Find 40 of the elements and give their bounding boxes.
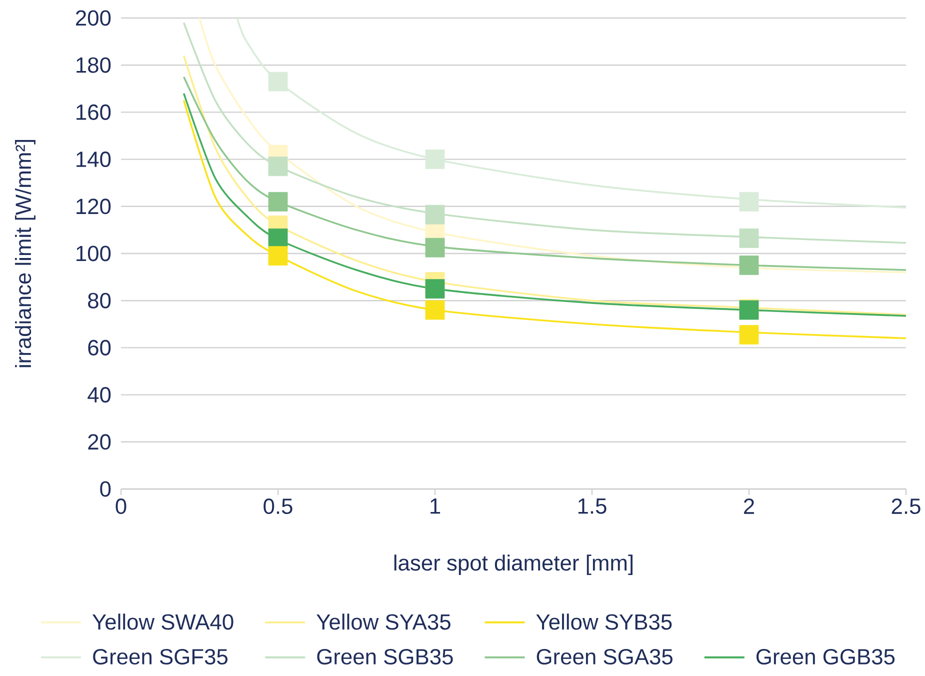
- point: [268, 72, 288, 92]
- y-tick-label: 140: [76, 152, 111, 168]
- point: [425, 238, 445, 258]
- x-tick-label: 1: [430, 498, 440, 514]
- legend-label: Green SGA35: [536, 649, 672, 665]
- legend-label: Yellow SYB35: [536, 614, 672, 630]
- x-tick-label: 0: [116, 498, 126, 514]
- y-tick-label: 180: [76, 57, 111, 73]
- legend-label: Yellow SWA40: [92, 614, 234, 630]
- y-axis-title: irradiance limit [W/mm²]: [15, 140, 36, 368]
- y-tick-label: 40: [88, 387, 111, 403]
- legend-label: Yellow SYA35: [316, 614, 450, 630]
- point: [425, 204, 445, 224]
- point: [268, 228, 288, 248]
- point: [739, 192, 759, 212]
- legend-label: Green SGB35: [317, 649, 453, 665]
- x-tick-label: 0.5: [264, 498, 292, 514]
- y-tick-label: 100: [76, 246, 111, 262]
- x-tick-label: 2: [744, 498, 754, 514]
- point: [268, 246, 288, 266]
- point: [425, 300, 445, 320]
- legend-label: Green GGB35: [756, 649, 895, 665]
- point: [739, 325, 759, 344]
- x-axis-title: laser spot diameter [mm]: [394, 554, 632, 576]
- x-tick-label: 1.5: [578, 498, 606, 514]
- y-tick-label: 60: [88, 340, 111, 356]
- point: [268, 156, 288, 176]
- point: [739, 228, 759, 248]
- y-tick-label: 160: [76, 104, 111, 120]
- point: [268, 192, 288, 212]
- y-tick-label: 0: [100, 481, 111, 497]
- y-tick-label: 80: [88, 292, 111, 308]
- y-tick-label: 200: [76, 10, 111, 26]
- x-tick-label: 2.5: [892, 498, 920, 514]
- point: [739, 256, 759, 275]
- y-tick-label: 120: [76, 198, 111, 214]
- point: [425, 279, 445, 299]
- legend-label: Green SGF35: [93, 649, 228, 665]
- point: [425, 150, 445, 169]
- y-tick-label: 20: [88, 434, 111, 450]
